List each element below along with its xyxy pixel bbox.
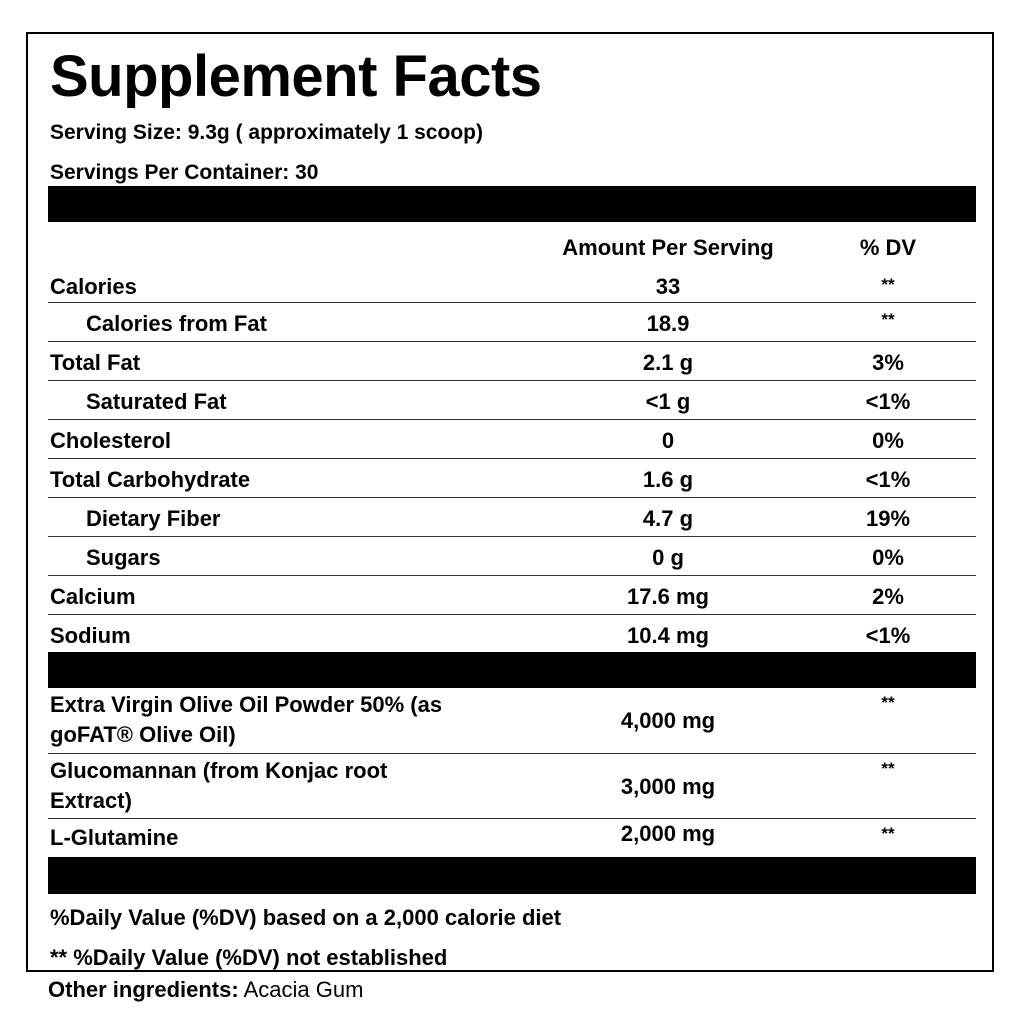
nutrient-row: Cholesterol 0 0% — [48, 420, 976, 459]
nutrient-row: Total Carbohydrate 1.6 g <1% — [48, 459, 976, 498]
nutrient-name: Dietary Fiber — [86, 506, 221, 531]
nutrient-amount: <1 g — [645, 389, 691, 414]
ingredient-name-line1: Glucomannan (from Konjac root — [50, 758, 388, 783]
other-ingredients: Other ingredients: Acacia Gum — [48, 976, 363, 1004]
nutrient-row: Calories from Fat 18.9 ** — [48, 303, 976, 342]
footnote-dv-basis: %Daily Value (%DV) based on a 2,000 calo… — [50, 905, 562, 930]
ingredient-row: L-Glutamine 2,000 mg ** — [48, 819, 976, 857]
divider-bar-bottom — [48, 857, 976, 894]
nutrient-dv: <1% — [865, 467, 911, 492]
nutrient-name: Total Carbohydrate — [50, 467, 251, 492]
ingredient-row: Glucomannan (from Konjac root Extract) 3… — [48, 754, 976, 819]
ingredient-dv: ** — [881, 824, 895, 843]
ingredient-name-line1: Extra Virgin Olive Oil Powder 50% (as — [50, 692, 443, 717]
nutrient-amount: 0 g — [652, 545, 684, 570]
nutrient-name: Saturated Fat — [86, 389, 227, 414]
nutrient-dv: ** — [881, 310, 895, 329]
supplement-facts-panel: Supplement Facts Serving Size: 9.3g ( ap… — [26, 32, 994, 972]
nutrient-name: Sugars — [86, 545, 161, 570]
ingredient-amount: 3,000 mg — [620, 774, 716, 799]
ingredient-name-line2: Extract) — [50, 788, 132, 813]
nutrient-dv: 0% — [872, 545, 904, 570]
serving-size: Serving Size: 9.3g ( approximately 1 sco… — [50, 121, 483, 144]
ingredient-amount: 2,000 mg — [620, 821, 716, 846]
nutrient-name: Calories — [50, 274, 137, 299]
servings-per-container: Servings Per Container: 30 — [50, 161, 319, 184]
nutrient-dv: 0% — [872, 428, 904, 453]
ingredient-name-line1: L-Glutamine — [50, 825, 179, 850]
nutrient-row: Calcium 17.6 mg 2% — [48, 576, 976, 615]
nutrient-amount: 10.4 mg — [627, 623, 709, 648]
dv-header: % DV — [859, 235, 917, 260]
nutrient-name: Total Fat — [50, 350, 141, 375]
divider-bar-middle — [48, 652, 976, 688]
nutrient-amount: 33 — [655, 274, 681, 299]
nutrient-dv: <1% — [865, 623, 911, 648]
divider-bar-top — [48, 186, 976, 222]
nutrient-dv: <1% — [865, 389, 911, 414]
label-title: Supplement Facts — [50, 44, 542, 109]
nutrient-row: Total Fat 2.1 g 3% — [48, 342, 976, 381]
other-ingredients-value: Acacia Gum — [238, 977, 364, 1002]
ingredient-amount: 4,000 mg — [620, 708, 716, 733]
nutrient-amount: 2.1 g — [642, 350, 694, 375]
nutrient-row: Sugars 0 g 0% — [48, 537, 976, 576]
ingredient-dv: ** — [881, 693, 895, 712]
nutrient-row: Sodium 10.4 mg <1% — [48, 615, 976, 652]
nutrient-name: Cholesterol — [50, 428, 172, 453]
nutrient-row: Dietary Fiber 4.7 g 19% — [48, 498, 976, 537]
nutrient-row: Calories 33 ** — [48, 270, 976, 303]
nutrient-amount: 17.6 mg — [627, 584, 709, 609]
nutrient-dv: 3% — [872, 350, 904, 375]
nutrient-amount: 18.9 — [646, 311, 690, 336]
amount-header: Amount Per Serving — [562, 235, 774, 260]
footnote-dv-not-established: ** %Daily Value (%DV) not established — [50, 945, 448, 970]
nutrient-name: Sodium — [50, 623, 131, 648]
nutrient-amount: 1.6 g — [642, 467, 694, 492]
nutrient-name: Calcium — [50, 584, 136, 609]
nutrient-row: Saturated Fat <1 g <1% — [48, 381, 976, 420]
nutrient-amount: 0 — [661, 428, 675, 453]
nutrient-amount: 4.7 g — [642, 506, 694, 531]
ingredient-row: Extra Virgin Olive Oil Powder 50% (as go… — [48, 688, 976, 754]
ingredient-name-line2: goFAT® Olive Oil) — [50, 722, 236, 747]
nutrient-dv: 19% — [865, 506, 911, 531]
nutrient-dv: ** — [881, 275, 895, 294]
nutrient-dv: 2% — [872, 584, 904, 609]
ingredient-dv: ** — [881, 759, 895, 778]
other-ingredients-label: Other ingredients: — [48, 977, 239, 1002]
nutrient-name: Calories from Fat — [86, 311, 267, 336]
